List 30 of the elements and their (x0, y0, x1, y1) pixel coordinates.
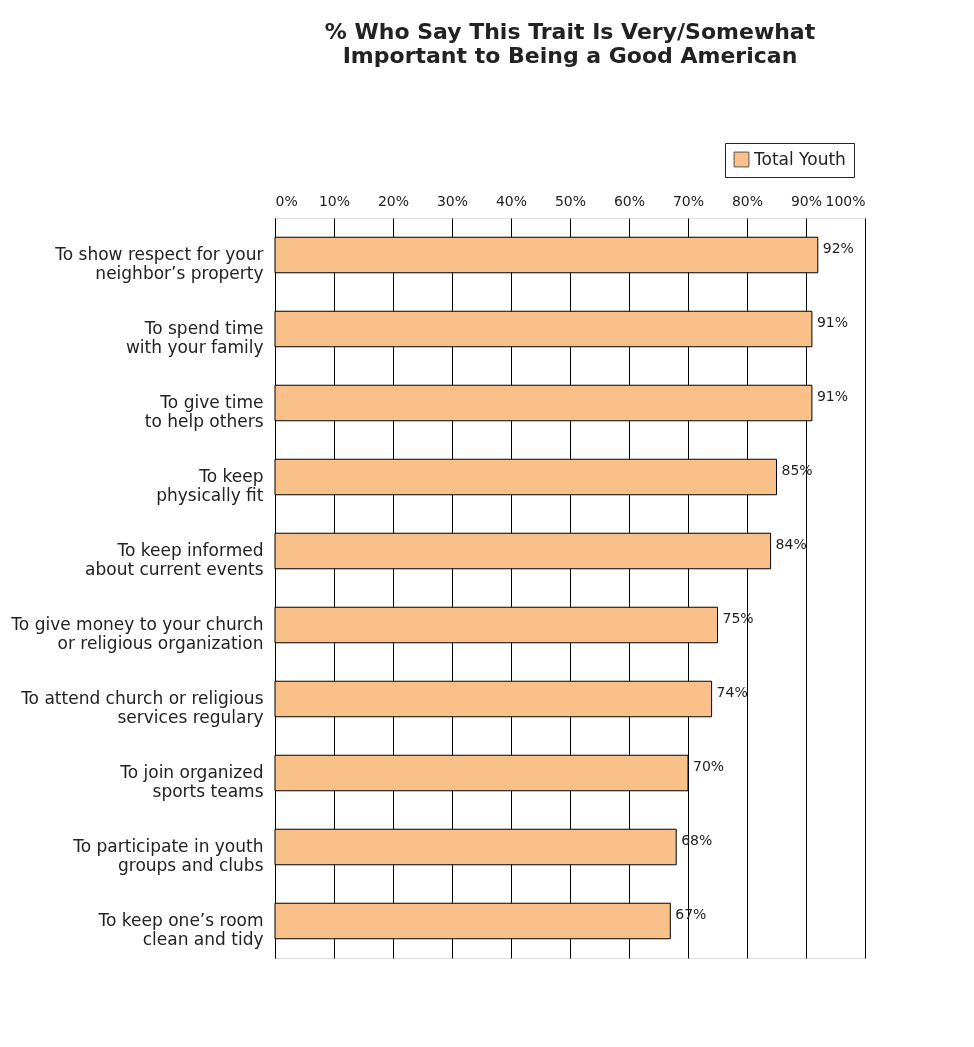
x-tick-label: 10% (318, 192, 351, 209)
data-label: 91% (816, 388, 849, 404)
x-tick-label: 70% (672, 192, 705, 209)
y-tick-label: To participate in youth groups and clubs (72, 836, 264, 875)
data-label: 84% (775, 536, 807, 552)
y-tick-label: To spend time with your family (125, 318, 264, 357)
x-tick-label: 20% (377, 192, 410, 209)
x-tick-label: 30% (436, 192, 469, 209)
y-tick-label: To attend church or religious services regulary (20, 688, 264, 727)
text: Important to Being a Good American (342, 42, 798, 68)
y-tick-label: To give time to help others (144, 392, 264, 431)
x-tick-label: 90% (790, 192, 823, 209)
data-label: 74% (716, 684, 748, 700)
x-tick-label: 60% (613, 192, 646, 209)
text: % Who Say This Trait Is Very/Somewhat (324, 18, 816, 44)
y-tick-label: To join organized sports teams (119, 762, 264, 801)
x-tick-label: 40% (495, 192, 528, 209)
x-tick-label: 0% (275, 192, 298, 209)
y-tick-label: To keep one’s room clean and tidy (97, 910, 264, 949)
x-tick-label: 80% (731, 192, 764, 209)
y-tick-label: To keep physically fit (156, 466, 264, 505)
y-tick-label: To show respect for your neighbor’s property (54, 244, 264, 283)
y-tick-label: To give money to your church or religious organization (10, 614, 264, 653)
data-label: 91% (816, 314, 849, 330)
x-tick-label: 100% (825, 192, 866, 209)
data-label: 70% (693, 758, 725, 774)
y-tick-label: To keep informed about current events (85, 540, 264, 579)
legend-label: Total Youth (753, 148, 846, 169)
x-tick-label: 50% (554, 192, 587, 209)
data-label: 92% (822, 240, 854, 256)
